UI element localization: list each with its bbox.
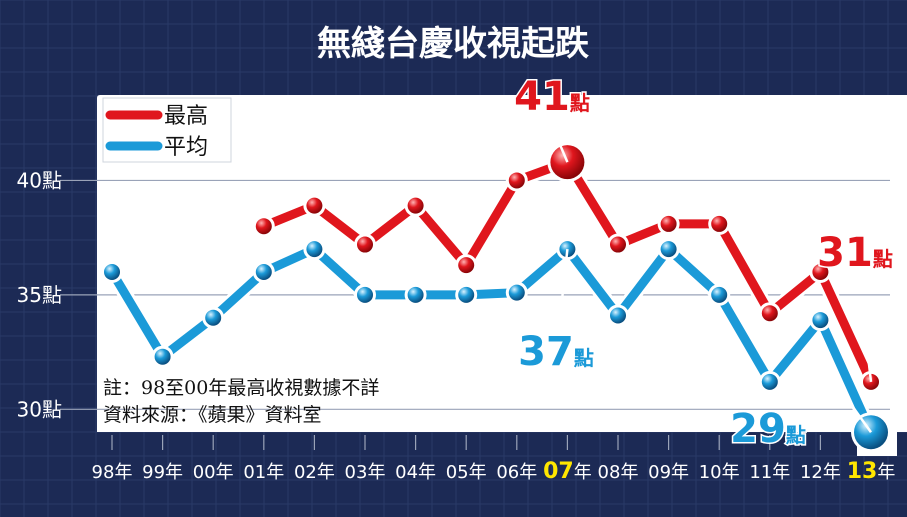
data-point <box>711 286 728 303</box>
x-tick-label: 05年 <box>446 462 487 483</box>
note-line-1: 註：98至00年最高收視數據不詳 <box>103 377 379 399</box>
x-tick-label: 07年 <box>543 459 592 484</box>
data-point <box>306 241 323 258</box>
x-tick-label: 09年 <box>648 462 689 483</box>
x-tick-label: 04年 <box>395 462 436 483</box>
annotation-label: 29點 <box>730 406 806 452</box>
y-tick-label-30: 30點 <box>17 397 62 421</box>
data-point <box>255 218 272 235</box>
annotation-leader <box>553 132 569 163</box>
x-tick-label: 02年 <box>294 462 335 483</box>
y-tick-label-40: 40點 <box>17 168 62 192</box>
x-tick-label: 11年 <box>749 462 790 483</box>
data-point <box>205 309 222 326</box>
y-axis-ticks: 30點 35點 40點 <box>17 168 62 421</box>
data-point <box>458 257 475 274</box>
plot-panel <box>97 95 907 456</box>
x-tick-label: 08年 <box>598 462 639 483</box>
data-point <box>407 197 424 214</box>
x-tick-label: 00年 <box>193 462 234 483</box>
annotation-label: 37點 <box>518 329 594 375</box>
legend: 最高 平均 <box>102 97 232 163</box>
annotation-leader <box>864 337 873 383</box>
data-point <box>761 305 778 322</box>
annotation-label: 31點 <box>817 230 893 276</box>
data-point <box>610 307 626 324</box>
annotation-layer: 41點 37點 31點 29點 <box>513 73 895 454</box>
data-point <box>508 284 525 301</box>
data-point <box>812 312 829 329</box>
y-tick-label-35: 35點 <box>17 283 62 307</box>
data-point <box>104 264 120 280</box>
data-point <box>458 286 475 303</box>
legend-label-avg: 平均 <box>164 135 208 160</box>
chart-note: 註：98至00年最高收視數據不詳 資料來源：《蘋果》資料室 <box>103 377 379 426</box>
data-point <box>255 264 272 280</box>
note-line-2: 資料來源：《蘋果》資料室 <box>103 404 322 426</box>
x-tick-label: 13年 <box>847 459 896 484</box>
legend-label-high: 最高 <box>164 104 208 129</box>
data-point <box>508 172 525 189</box>
x-tick-label: 99年 <box>142 462 183 483</box>
annotation-leader <box>560 248 569 301</box>
series-line-1 <box>107 244 876 437</box>
x-tick-label: 03年 <box>345 462 386 483</box>
x-tick-label: 98年 <box>92 462 133 483</box>
data-point <box>154 348 171 365</box>
data-point <box>660 241 677 258</box>
chart-title: 無綫台慶收視起跌 <box>317 24 589 64</box>
data-point <box>812 264 829 280</box>
x-tick-label: 12年 <box>800 462 841 483</box>
data-point <box>407 286 424 303</box>
x-tick-label: 06年 <box>496 462 537 483</box>
data-point <box>357 236 373 253</box>
data-point <box>711 215 728 232</box>
data-point <box>761 373 778 390</box>
data-point <box>306 197 323 214</box>
annotation-label: 41點 <box>514 74 590 120</box>
legend-box <box>102 97 232 163</box>
annotation-leader <box>843 395 873 433</box>
data-point <box>610 236 626 253</box>
data-point <box>660 215 677 232</box>
x-tick-label: 01年 <box>243 462 284 483</box>
data-point <box>357 286 373 303</box>
x-axis-ticks: 98年 99年 00年 01年 02年 03年 04年 05年 06年 07年 08年 09年 10年 1… <box>92 435 896 484</box>
x-tick-label: 10年 <box>699 462 740 483</box>
